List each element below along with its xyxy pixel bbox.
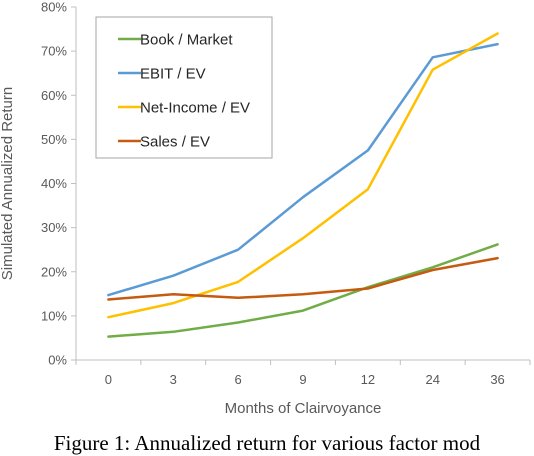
- series-line-ebit-ev: [107, 42, 499, 297]
- x-tick-label: 24: [425, 372, 439, 387]
- y-tick-label: 30%: [41, 220, 67, 235]
- y-tick-label: 10%: [41, 308, 67, 323]
- y-tick-label: 0%: [48, 353, 67, 368]
- y-axis-title: Simulated Annualized Return: [0, 87, 16, 280]
- legend-label-net-income-ev: Net-Income / EV: [140, 100, 250, 117]
- x-axis-title: Months of Clairvoyance: [225, 400, 382, 417]
- legend-label-ebit-ev: EBIT / EV: [140, 66, 206, 83]
- x-tick-label: 6: [235, 372, 242, 387]
- line-chart: 0%10%20%30%40%50%60%70%80%0 3 6 9 12 24 36 Boo…: [0, 0, 531, 417]
- series-lines: [107, 32, 499, 338]
- x-tick-label: 12: [361, 372, 375, 387]
- legend-label-sales-ev: Sales / EV: [140, 134, 210, 151]
- x-tick-label: 36: [490, 372, 504, 387]
- series-line-net-income-ev: [107, 32, 499, 319]
- x-tick-label: 3: [170, 372, 177, 387]
- y-tick-label: 60%: [41, 88, 67, 103]
- y-tick-label: 70%: [41, 44, 67, 59]
- y-tick-label: 80%: [41, 0, 67, 15]
- figure-caption: Figure 1: Annualized return for various …: [53, 431, 481, 455]
- legend: Book / Market EBIT / EV Net-Income / EV Sal…: [95, 16, 273, 159]
- y-tick-label: 50%: [41, 132, 67, 147]
- y-tick-label: 20%: [41, 264, 67, 279]
- series-line-sales-ev: [107, 256, 499, 301]
- x-tick-label: 9: [299, 372, 306, 387]
- legend-box: [95, 16, 273, 159]
- chart-axes: 0%10%20%30%40%50%60%70%80%0 3 6 9 12 24 36: [41, 0, 531, 387]
- series-line-book-market: [107, 243, 499, 338]
- y-tick-label: 40%: [41, 176, 67, 191]
- legend-label-book-market: Book / Market: [140, 32, 233, 49]
- x-tick-label: 0: [105, 372, 112, 387]
